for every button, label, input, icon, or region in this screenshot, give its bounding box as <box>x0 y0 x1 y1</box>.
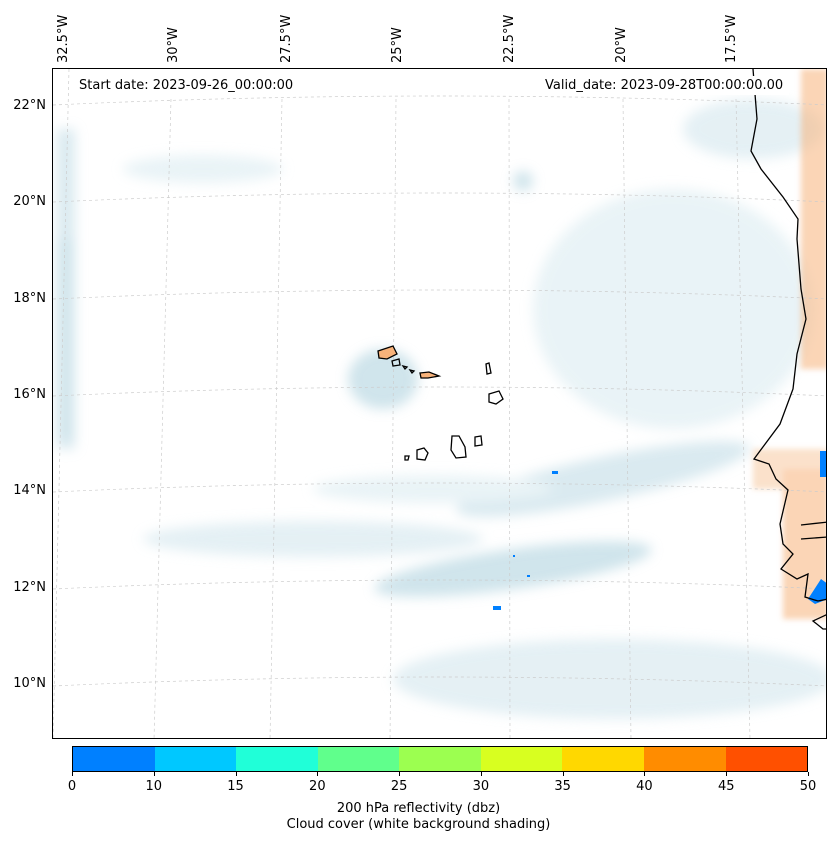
latitude-label: 20°N <box>13 194 46 209</box>
colorbar-segment <box>480 747 563 771</box>
colorbar-tick-label: 45 <box>717 779 735 794</box>
map-canvas <box>53 69 826 738</box>
colorbar-tick-label: 15 <box>227 779 244 794</box>
colorbar-segment <box>73 747 155 771</box>
longitude-label: 25°W <box>390 27 405 63</box>
latitude-label: 12°N <box>13 580 46 595</box>
colorbar-segment <box>643 747 726 771</box>
reflectivity-colorbar <box>72 746 808 772</box>
coastline <box>377 69 826 630</box>
latitude-label: 10°N <box>13 676 46 691</box>
colorbar-tick-mark <box>726 772 728 776</box>
longitude-label: 20°W <box>614 27 629 63</box>
colorbar-tick-mark <box>153 772 155 776</box>
colorbar-tick-mark <box>562 772 564 776</box>
latitude-label: 14°N <box>13 483 46 498</box>
land-shading <box>753 69 826 619</box>
gridlines <box>53 69 826 738</box>
colorbar-tick-mark <box>480 772 482 776</box>
colorbar-tick-label: 25 <box>390 779 408 794</box>
colorbar-tick-mark <box>644 772 646 776</box>
longitude-label: 27.5°W <box>279 14 294 63</box>
colorbar-tick-label: 20 <box>309 779 326 794</box>
colorbar-label: 200 hPa reflectivity (dbz) <box>336 801 501 816</box>
latitude-label: 16°N <box>13 387 46 402</box>
colorbar-sublabel: Cloud cover (white background shading) <box>286 817 551 832</box>
longitude-label: 17.5°W <box>724 14 739 63</box>
colorbar-segment <box>725 747 808 771</box>
valid-date-label: Valid_date: 2023-09-28T00:00:00.00 <box>539 76 790 95</box>
start-date-label: Start date: 2023-09-26_00:00:00 <box>73 76 300 95</box>
colorbar-tick-label: 50 <box>799 779 817 794</box>
longitude-label: 22.5°W <box>502 14 517 63</box>
reflectivity-patches <box>493 451 826 610</box>
colorbar-segment <box>317 747 400 771</box>
latitude-label: 18°N <box>13 291 46 306</box>
colorbar-tick-mark <box>235 772 237 776</box>
latitude-label: 22°N <box>13 98 46 113</box>
colorbar-tick-mark <box>399 772 401 776</box>
colorbar-segment <box>562 747 644 771</box>
colorbar-tick-label: 0 <box>67 779 77 794</box>
colorbar-segment <box>236 747 318 771</box>
longitude-label: 30°W <box>166 27 181 63</box>
map-panel <box>52 68 827 739</box>
longitude-label: 32.5°W <box>56 14 71 63</box>
colorbar-tick-mark <box>317 772 319 776</box>
colorbar-tick-mark <box>808 772 809 776</box>
colorbar-tick-mark <box>72 772 73 776</box>
colorbar-tick-label: 10 <box>145 779 163 794</box>
colorbar-tick-label: 40 <box>636 779 653 794</box>
colorbar-tick-label: 35 <box>554 779 571 794</box>
colorbar-segment <box>399 747 481 771</box>
colorbar-tick-label: 30 <box>472 779 490 794</box>
colorbar-segment <box>154 747 237 771</box>
cloud-cover-shading <box>57 99 826 719</box>
